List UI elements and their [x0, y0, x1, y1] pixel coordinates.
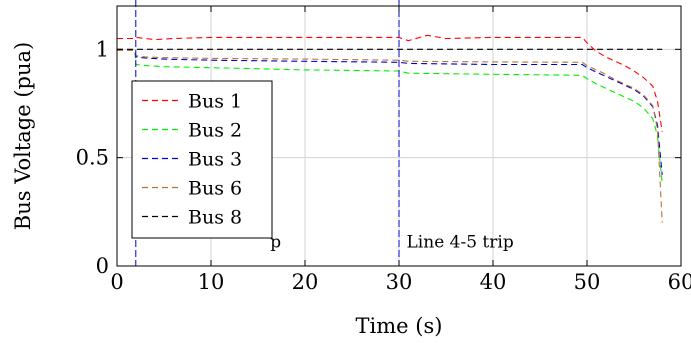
series-line-bus-2: [117, 49, 663, 184]
x-tick-label: 30: [386, 270, 413, 294]
series-layer: [117, 34, 663, 223]
x-tick-label: 0: [110, 270, 123, 294]
legend-label: Bus 2: [188, 120, 242, 142]
annotation-text: p: [270, 233, 281, 253]
legend: Bus 1 Bus 2 Bus 3 Bus 6 Bus 8: [131, 80, 273, 239]
annotations: Line 4-5 trip p: [270, 233, 514, 253]
y-axis-label: Bus Voltage (pua): [11, 42, 35, 230]
series-line-bus-6: [117, 49, 663, 223]
series-line-bus-1: [117, 34, 663, 132]
x-tick-label: 20: [292, 270, 319, 294]
x-axis-label: Time (s): [356, 314, 443, 338]
legend-label: Bus 3: [188, 149, 242, 171]
legend-box: [131, 80, 273, 239]
y-tick-label: 0.5: [76, 146, 109, 170]
x-tick-label: 10: [198, 270, 225, 294]
y-tick-label: 0: [96, 254, 109, 278]
y-tick-label: 1: [96, 37, 109, 61]
x-tick-label: 50: [574, 270, 601, 294]
x-tick-label: 40: [480, 270, 507, 294]
legend-label: Bus 1: [188, 91, 242, 113]
annotation-text: Line 4-5 trip: [407, 233, 514, 253]
series-line-bus-3: [117, 49, 663, 176]
x-tick-label: 60: [668, 270, 691, 294]
legend-label: Bus 8: [188, 207, 242, 229]
axis-ticks: 0 10 20 30 40 50 60 0 0.5 1: [76, 6, 691, 294]
legend-label: Bus 6: [188, 178, 242, 200]
